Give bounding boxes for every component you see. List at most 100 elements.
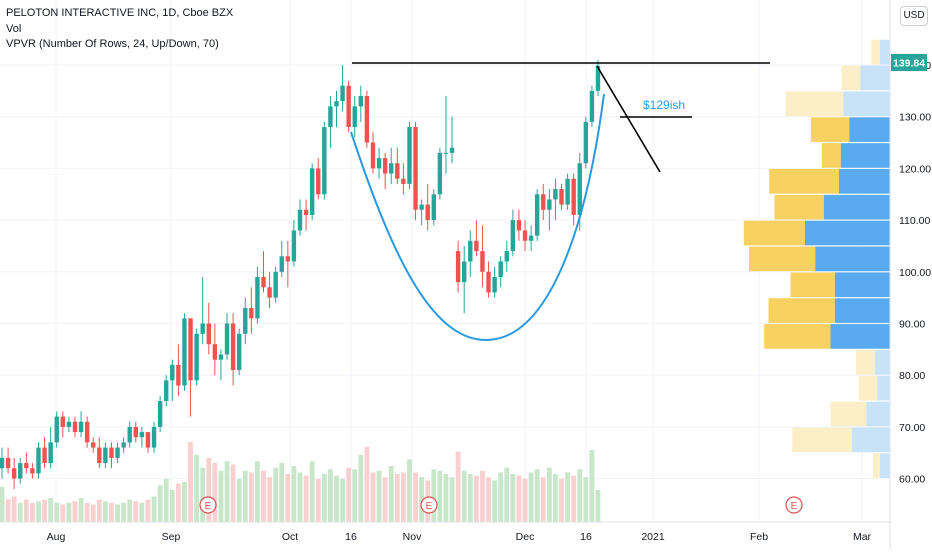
candle-body[interactable]: [218, 354, 224, 360]
candle-body[interactable]: [230, 323, 236, 371]
candle-body[interactable]: [480, 251, 485, 272]
candle-body[interactable]: [139, 432, 145, 438]
candle-body[interactable]: [449, 147, 455, 153]
candle-body[interactable]: [206, 323, 211, 345]
candle-body[interactable]: [255, 276, 260, 319]
candle-body[interactable]: [462, 261, 467, 283]
candle-body[interactable]: [212, 344, 218, 360]
candle-body[interactable]: [443, 152, 449, 154]
candle-body[interactable]: [474, 240, 479, 252]
candle-body[interactable]: [151, 426, 157, 448]
candle-body[interactable]: [486, 271, 491, 293]
candle-body[interactable]: [42, 447, 47, 464]
candle-body[interactable]: [164, 380, 169, 402]
candle-body[interactable]: [249, 307, 254, 319]
candle-body[interactable]: [571, 178, 576, 215]
legend-vol[interactable]: Vol: [6, 22, 22, 35]
candle-body[interactable]: [425, 204, 430, 221]
candle-body[interactable]: [389, 163, 394, 174]
candle-body[interactable]: [455, 251, 461, 283]
candle-body[interactable]: [370, 142, 376, 169]
earnings-marker[interactable]: [420, 496, 438, 514]
candle-body[interactable]: [236, 333, 242, 371]
candle-body[interactable]: [243, 307, 248, 334]
candle-body[interactable]: [261, 276, 266, 288]
candle-body[interactable]: [328, 106, 333, 128]
candle-body[interactable]: [528, 235, 534, 241]
candle-body[interactable]: [127, 426, 132, 443]
candle-body[interactable]: [103, 447, 108, 464]
candle-body[interactable]: [322, 127, 327, 195]
candle-body[interactable]: [200, 323, 205, 334]
candle-body[interactable]: [5, 457, 11, 469]
candle-body[interactable]: [516, 220, 522, 231]
candle-body[interactable]: [589, 90, 595, 122]
candle-body[interactable]: [285, 256, 291, 262]
candle-body[interactable]: [401, 178, 406, 184]
candle-body[interactable]: [109, 447, 114, 458]
candle-body[interactable]: [176, 364, 181, 386]
candle-body[interactable]: [547, 199, 552, 210]
candle-body[interactable]: [115, 447, 120, 458]
candle-body[interactable]: [145, 432, 151, 448]
candle-body[interactable]: [504, 251, 509, 262]
candle-body[interactable]: [395, 163, 400, 179]
candle-body[interactable]: [18, 463, 23, 479]
candle-body[interactable]: [30, 468, 35, 474]
legend-title[interactable]: PELOTON INTERACTIVE INC, 1D, Cboe BZX: [6, 7, 234, 19]
candle-body[interactable]: [170, 364, 175, 381]
candle-body[interactable]: [595, 65, 601, 91]
candle-body[interactable]: [583, 121, 589, 164]
candle-body[interactable]: [541, 194, 546, 210]
candle-body[interactable]: [431, 194, 436, 221]
currency-button[interactable]: USD: [900, 6, 928, 26]
candle-body[interactable]: [157, 401, 163, 427]
earnings-marker[interactable]: [199, 496, 217, 514]
candle-body[interactable]: [340, 85, 345, 102]
candle-body[interactable]: [66, 421, 72, 427]
candle-body[interactable]: [133, 426, 138, 438]
candle-body[interactable]: [48, 442, 53, 464]
candle-body[interactable]: [194, 333, 199, 381]
candle-body[interactable]: [97, 447, 102, 464]
legend-vpvr[interactable]: VPVR (Number Of Rows, 24, Up/Down, 70): [6, 38, 219, 50]
candle-body[interactable]: [303, 209, 309, 215]
candle-body[interactable]: [352, 106, 357, 128]
candle-body[interactable]: [376, 158, 382, 169]
candle-body[interactable]: [60, 416, 66, 427]
candle-body[interactable]: [522, 230, 528, 241]
candle-body[interactable]: [273, 271, 278, 298]
candle-body[interactable]: [358, 96, 364, 107]
candle-body[interactable]: [346, 85, 351, 128]
candle-body[interactable]: [407, 127, 412, 184]
candle-body[interactable]: [24, 463, 29, 469]
candle-body[interactable]: [316, 168, 321, 195]
candle-body[interactable]: [309, 168, 315, 215]
candle-body[interactable]: [279, 256, 284, 272]
candle-body[interactable]: [11, 468, 17, 479]
candle-body[interactable]: [577, 163, 582, 215]
candle-body[interactable]: [224, 323, 230, 355]
candle-body[interactable]: [84, 421, 90, 443]
candle-body[interactable]: [534, 194, 540, 236]
candle-body[interactable]: [553, 189, 558, 200]
candle-body[interactable]: [0, 457, 5, 469]
candle-body[interactable]: [334, 101, 339, 107]
candle-body[interactable]: [419, 204, 424, 210]
candle-body[interactable]: [78, 421, 84, 433]
earnings-marker[interactable]: [785, 496, 803, 514]
candle-body[interactable]: [36, 447, 41, 474]
candle-body[interactable]: [267, 287, 272, 298]
candle-body[interactable]: [72, 421, 78, 433]
candle-body[interactable]: [364, 96, 370, 143]
candle-body[interactable]: [291, 230, 297, 262]
candle-body[interactable]: [498, 261, 503, 277]
candle-body[interactable]: [413, 127, 418, 210]
candlesticks[interactable]: [0, 59, 601, 489]
candle-body[interactable]: [121, 442, 126, 448]
candle-body[interactable]: [382, 158, 388, 174]
candle-body[interactable]: [297, 209, 303, 231]
candle-body[interactable]: [437, 152, 443, 195]
candle-body[interactable]: [188, 318, 193, 381]
